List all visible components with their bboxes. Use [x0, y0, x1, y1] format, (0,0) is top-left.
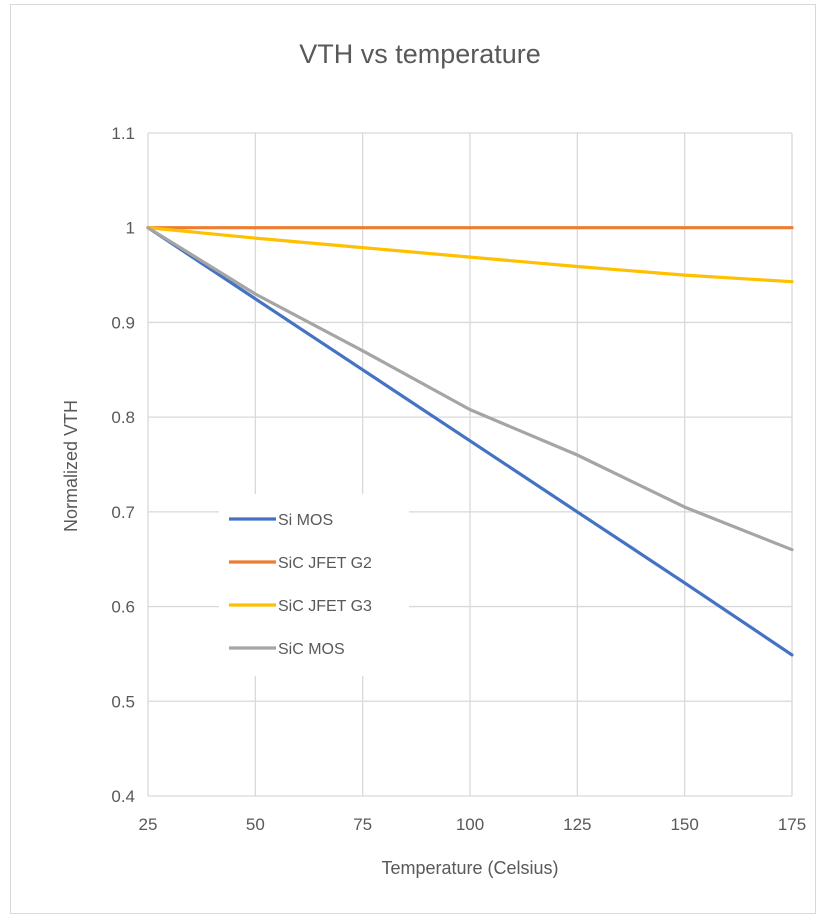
y-tick-label: 0.9 — [111, 313, 135, 332]
y-tick-label: 0.5 — [111, 692, 135, 711]
x-tick-label: 175 — [778, 815, 806, 834]
legend-label: SiC JFET G3 — [278, 598, 372, 615]
series-line-sic-mos — [146, 226, 794, 552]
x-tick-label: 25 — [139, 815, 158, 834]
chart-background — [11, 5, 815, 913]
series-lines — [146, 226, 794, 657]
x-tick-label: 150 — [670, 815, 698, 834]
y-tick-label: 0.4 — [111, 787, 135, 806]
legend-label: SiC JFET G2 — [278, 555, 372, 572]
y-tick-label: 0.8 — [111, 408, 135, 427]
x-tick-label: 75 — [353, 815, 372, 834]
y-tick-label: 0.6 — [111, 598, 135, 617]
legend-box — [219, 494, 409, 676]
series-line-sic-jfet-g3 — [146, 226, 794, 284]
y-tick-label: 1 — [126, 219, 135, 238]
x-tick-label: 125 — [563, 815, 591, 834]
x-tick-label: 50 — [246, 815, 265, 834]
y-tick-label: 1.1 — [111, 124, 135, 143]
x-axis-title: Temperature (Celsius) — [381, 858, 558, 878]
y-axis-title: Normalized VTH — [61, 400, 81, 532]
series-line-si-mos — [146, 226, 794, 657]
tick-labels: 0.4 0.5 0.6 0.7 0.8 0.9 1 1.1 25 50 75 100 125 150 175 — [111, 124, 806, 834]
y-tick-label: 0.7 — [111, 503, 135, 522]
legend-label: SiC MOS — [278, 641, 345, 658]
legend: Si MOS SiC JFET G2 SiC JFET G3 SiC MOS — [219, 494, 409, 676]
chart-title: VTH vs temperature — [299, 39, 541, 69]
x-tick-label: 100 — [456, 815, 484, 834]
legend-label: Si MOS — [278, 512, 333, 529]
